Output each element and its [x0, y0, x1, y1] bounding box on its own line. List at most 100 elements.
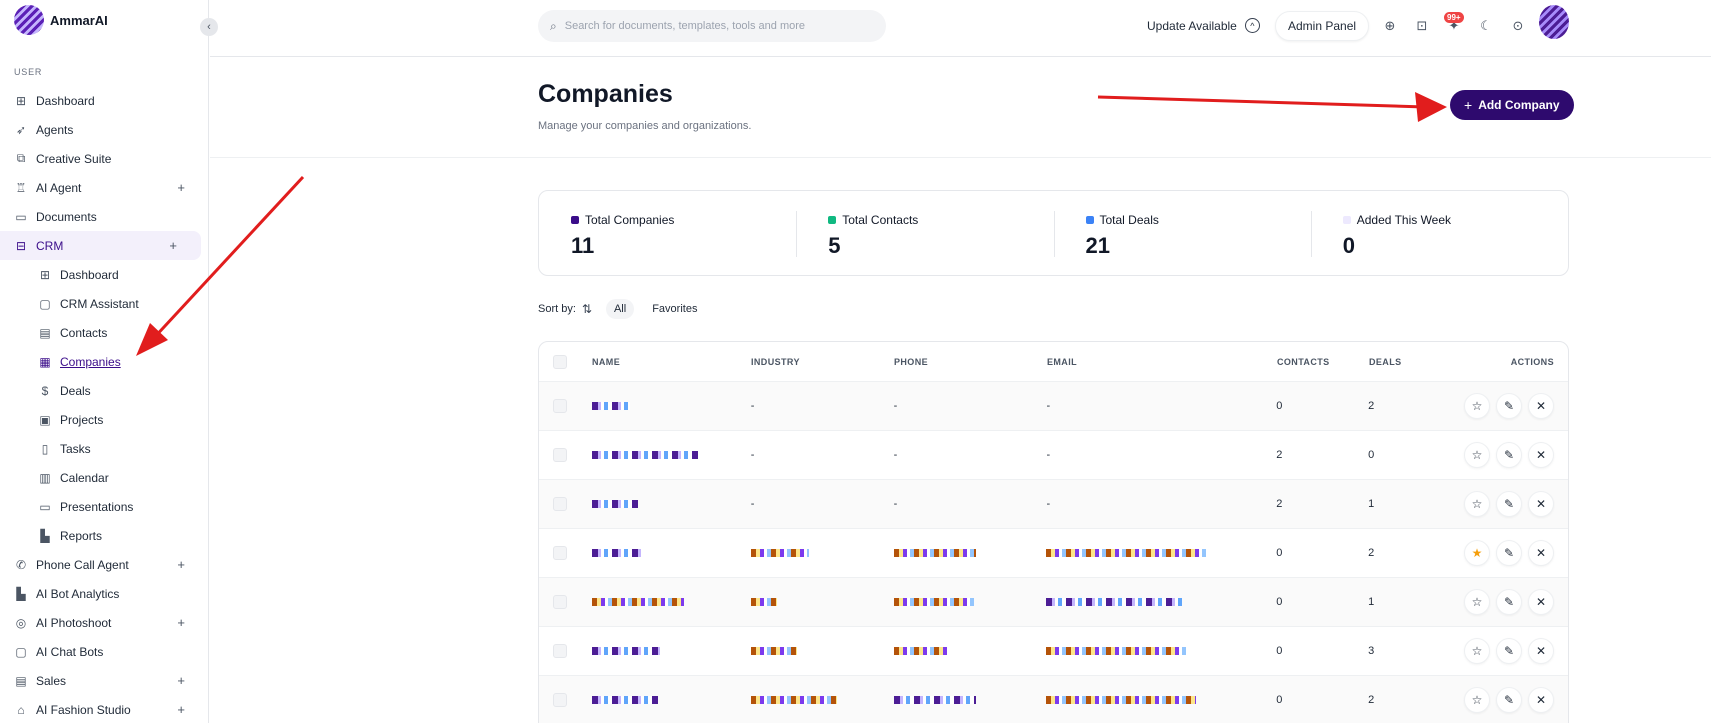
company-name-redacted[interactable]	[591, 596, 751, 608]
company-name-redacted[interactable]	[591, 547, 751, 559]
redacted-text	[893, 647, 950, 656]
row-checkbox[interactable]	[553, 595, 567, 609]
edit-pencil-icon[interactable]: ✎	[1496, 491, 1523, 517]
megaphone-icon[interactable]: ✦	[1448, 18, 1460, 33]
expand-icon[interactable]: +	[177, 557, 185, 572]
sidebar-item-ai-bot-analytics[interactable]: ▙ AI Bot Analytics	[0, 579, 209, 608]
sidebar-item-crm[interactable]: ⊟ CRM +	[0, 231, 201, 260]
expand-icon[interactable]: +	[177, 180, 185, 195]
sidebar-item-documents[interactable]: ▭ Documents	[0, 202, 209, 231]
admin-panel-button[interactable]: Admin Panel	[1275, 11, 1370, 41]
company-name-redacted[interactable]	[591, 694, 751, 706]
search-bar[interactable]: ⌕	[538, 10, 886, 42]
col-name[interactable]: NAME	[592, 356, 621, 367]
crm-sub-tasks[interactable]: ▯ Tasks	[0, 434, 209, 463]
delete-x-icon[interactable]: ✕	[1528, 540, 1555, 566]
table-row[interactable]: 0 1 ☆ ✎ ✕	[539, 578, 1568, 627]
favorite-star-icon[interactable]: ☆	[1464, 491, 1491, 517]
col-phone[interactable]: PHONE	[894, 356, 929, 367]
row-check-cell	[539, 546, 592, 560]
row-checkbox[interactable]	[553, 693, 567, 707]
company-name-redacted[interactable]	[591, 400, 751, 412]
sidebar-item-ai-fashion-studio[interactable]: ⌂ AI Fashion Studio +	[0, 695, 209, 723]
favorite-star-icon[interactable]: ☆	[1464, 589, 1491, 615]
sidebar-item-label: Documents	[36, 209, 97, 224]
crm-sub-dashboard[interactable]: ⊞ Dashboard	[0, 260, 209, 289]
table-row[interactable]: - - - 2 1 ☆ ✎ ✕	[539, 480, 1568, 529]
favorite-star-icon[interactable]: ☆	[1464, 638, 1491, 664]
moon-icon[interactable]: ☾	[1480, 18, 1492, 33]
crm-sub-projects[interactable]: ▣ Projects	[0, 405, 209, 434]
industry-cell-redacted	[750, 694, 894, 706]
filter-chip-all[interactable]: All	[605, 299, 635, 319]
crm-sub-deals[interactable]: $ Deals	[0, 376, 209, 405]
table-row[interactable]: - - - 2 0 ☆ ✎ ✕	[539, 431, 1568, 480]
delete-x-icon[interactable]: ✕	[1528, 442, 1555, 468]
crm-sub-crm-assistant[interactable]: ▢ CRM Assistant	[0, 289, 209, 318]
edit-pencil-icon[interactable]: ✎	[1496, 393, 1523, 419]
stat-value: 21	[1085, 233, 1110, 258]
inbox-icon[interactable]: ⊡	[1416, 18, 1428, 33]
sidebar-item-creative-suite[interactable]: ⧉ Creative Suite	[0, 144, 209, 173]
delete-x-icon[interactable]: ✕	[1528, 687, 1555, 713]
filter-chip-favorites[interactable]: Favorites	[652, 303, 698, 315]
crm-sub-presentations[interactable]: ▭ Presentations	[0, 492, 209, 521]
delete-x-icon[interactable]: ✕	[1528, 491, 1555, 517]
delete-x-icon[interactable]: ✕	[1528, 638, 1555, 664]
edit-pencil-icon[interactable]: ✎	[1496, 540, 1523, 566]
edit-pencil-icon[interactable]: ✎	[1496, 687, 1523, 713]
edit-pencil-icon[interactable]: ✎	[1496, 638, 1523, 664]
gift-icon[interactable]: ⊕	[1384, 18, 1396, 33]
favorite-star-icon[interactable]: ☆	[1464, 687, 1491, 713]
col-email[interactable]: EMAIL	[1047, 356, 1077, 367]
row-checkbox[interactable]	[553, 644, 567, 658]
collapse-sidebar-button[interactable]: ‹	[200, 18, 218, 36]
favorite-star-filled-icon[interactable]: ★	[1464, 540, 1491, 566]
col-contacts[interactable]: CONTACTS	[1277, 356, 1330, 367]
deals-cell: 2	[1368, 400, 1375, 412]
sidebar-item-ai-agent[interactable]: ♖ AI Agent +	[0, 173, 209, 202]
company-name-redacted[interactable]	[591, 498, 751, 510]
crm-sub-reports[interactable]: ▙ Reports	[0, 521, 209, 550]
row-checkbox[interactable]	[553, 448, 567, 462]
company-name-redacted[interactable]	[591, 449, 751, 461]
sidebar-item-agents[interactable]: ➶ Agents	[0, 115, 209, 144]
expand-icon[interactable]: +	[177, 615, 185, 630]
sort-arrows-icon[interactable]: ⇅	[581, 302, 592, 316]
update-available[interactable]: Update Available ^	[1147, 18, 1260, 33]
col-deals[interactable]: DEALS	[1369, 356, 1402, 367]
add-company-button[interactable]: + Add Company	[1450, 90, 1574, 120]
crm-sub-calendar[interactable]: ▥ Calendar	[0, 463, 209, 492]
avatar[interactable]	[1539, 5, 1569, 39]
crosshair-icon[interactable]: ⊙	[1512, 18, 1524, 33]
expand-icon[interactable]: +	[177, 702, 185, 717]
table-row[interactable]: 0 2 ★ ✎ ✕	[539, 529, 1568, 578]
sidebar-item-phone-call-agent[interactable]: ✆ Phone Call Agent +	[0, 550, 209, 579]
row-checkbox[interactable]	[553, 546, 567, 560]
sidebar-item-ai-chat-bots[interactable]: ▢ AI Chat Bots	[0, 637, 209, 666]
expand-icon[interactable]: +	[169, 238, 177, 253]
favorite-star-icon[interactable]: ☆	[1464, 393, 1491, 419]
table-row[interactable]: 0 3 ☆ ✎ ✕	[539, 627, 1568, 676]
edit-pencil-icon[interactable]: ✎	[1496, 589, 1523, 615]
table-row[interactable]: 0 2 ☆ ✎ ✕	[539, 676, 1568, 723]
sidebar-item-sales[interactable]: ▤ Sales +	[0, 666, 209, 695]
brand[interactable]: AmmarAI	[14, 5, 108, 35]
col-industry[interactable]: INDUSTRY	[751, 356, 800, 367]
sidebar-item-ai-photoshoot[interactable]: ◎ AI Photoshoot +	[0, 608, 209, 637]
table-row[interactable]: - - - 0 2 ☆ ✎ ✕	[539, 382, 1568, 431]
company-name-redacted[interactable]	[591, 645, 751, 657]
phone-cell-redacted	[893, 547, 1047, 559]
edit-pencil-icon[interactable]: ✎	[1496, 442, 1523, 468]
favorite-star-icon[interactable]: ☆	[1464, 442, 1491, 468]
select-all-checkbox[interactable]	[553, 354, 567, 369]
delete-x-icon[interactable]: ✕	[1528, 589, 1555, 615]
row-checkbox[interactable]	[553, 497, 567, 511]
search-input[interactable]	[564, 20, 865, 32]
crm-sub-companies[interactable]: ▦ Companies	[0, 347, 209, 376]
row-checkbox[interactable]	[553, 399, 567, 413]
expand-icon[interactable]: +	[177, 673, 185, 688]
crm-sub-contacts[interactable]: ▤ Contacts	[0, 318, 209, 347]
delete-x-icon[interactable]: ✕	[1528, 393, 1555, 419]
sidebar-item-dashboard[interactable]: ⊞ Dashboard	[0, 86, 209, 115]
